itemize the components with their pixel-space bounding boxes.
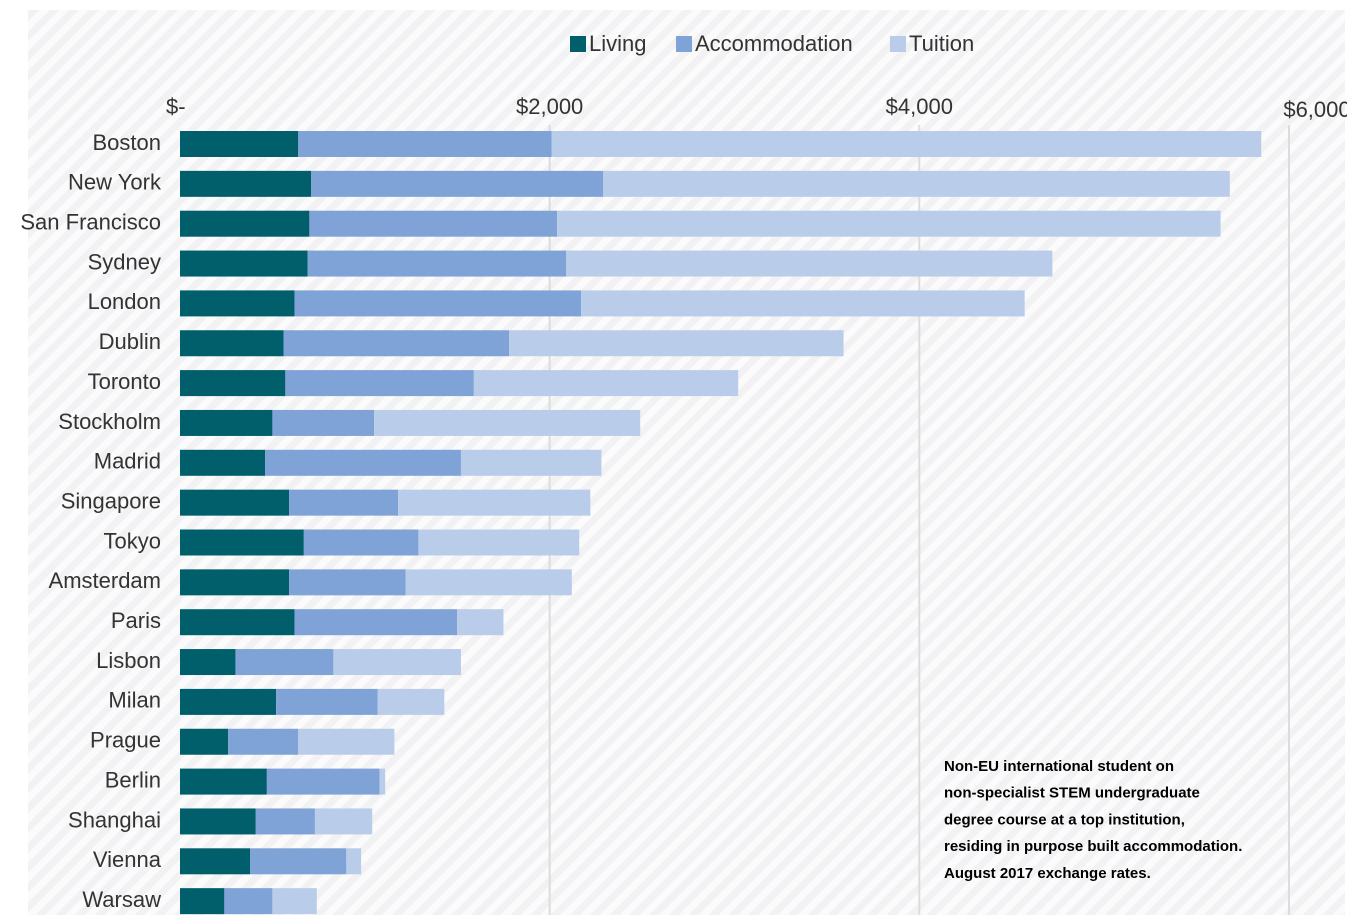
bar-segment (309, 210, 558, 237)
category-label: Singapore (61, 488, 161, 513)
bar-segment (180, 529, 304, 556)
bar-segment (314, 808, 373, 835)
bar-segment (228, 728, 299, 755)
x-tick-label: $- (166, 94, 186, 119)
bar-segment (289, 489, 399, 516)
category-label: Madrid (94, 449, 161, 474)
bar-segment (294, 609, 458, 636)
bar-segment (307, 250, 567, 277)
annotation: Non-EU international student on (944, 758, 1174, 775)
category-label: Stockholm (58, 409, 161, 434)
legend-swatch (570, 36, 586, 52)
bar-segment (272, 409, 375, 436)
bar-segment (266, 768, 380, 795)
bar-segment (398, 489, 591, 516)
category-label: London (88, 289, 161, 314)
x-tick-label: $4,000 (886, 94, 953, 119)
x-tick-label: $2,000 (516, 94, 583, 119)
bar-segment (374, 409, 641, 436)
bar-segment (180, 449, 266, 476)
legend-swatch (890, 36, 906, 52)
category-label: Amsterdam (49, 568, 161, 593)
bar-segment (311, 170, 604, 197)
category-label: Warsaw (82, 887, 161, 912)
category-label: Dublin (99, 329, 161, 354)
bar-segment (224, 888, 273, 915)
bar-segment (180, 250, 308, 277)
bar-segment (283, 330, 509, 357)
legend-label: Living (589, 31, 646, 56)
category-label: Shanghai (68, 807, 161, 832)
bar-segment (180, 489, 290, 516)
legend-label: Tuition (909, 31, 974, 56)
bar-segment (566, 250, 1053, 277)
bar-segment (298, 728, 395, 755)
bar-segment (180, 888, 225, 915)
bar-segment (180, 688, 277, 715)
bar-segment (276, 688, 378, 715)
bar-segment (289, 569, 406, 596)
annotation: degree course at a top institution, (944, 811, 1185, 828)
bar-segment (418, 529, 580, 556)
bar-segment (508, 330, 844, 357)
x-tick-label: $6,000 (1283, 97, 1347, 122)
bar-segment (180, 649, 236, 676)
legend-label: Accommodation (695, 31, 853, 56)
bar-segment (265, 449, 461, 476)
bar-segment (180, 290, 295, 317)
annotation: non-specialist STEM undergraduate (944, 785, 1200, 802)
bar-segment (250, 848, 347, 875)
bar-segment (377, 688, 445, 715)
legend-swatch (676, 36, 692, 52)
bar-segment (180, 609, 295, 636)
category-label: San Francisco (20, 210, 161, 235)
bar-segment (180, 569, 290, 596)
bar-segment (457, 609, 504, 636)
bar-segment (294, 290, 582, 317)
bar-segment (180, 409, 273, 436)
category-label: Milan (108, 688, 161, 713)
bar-segment (180, 370, 286, 397)
category-label: Toronto (88, 369, 161, 394)
category-label: Berlin (105, 767, 161, 792)
bar-segment (405, 569, 572, 596)
bar-segment (346, 848, 362, 875)
bar-segment (235, 649, 334, 676)
bar-segment (180, 330, 284, 357)
annotation: August 2017 exchange rates. (944, 865, 1151, 882)
bar-segment (379, 768, 386, 795)
bar-segment (272, 888, 317, 915)
category-label: Sydney (88, 249, 161, 274)
bar-segment (557, 210, 1221, 237)
bar-segment (333, 649, 461, 676)
bar-segment (180, 728, 229, 755)
bar-segment (180, 848, 251, 875)
bar-segment (581, 290, 1025, 317)
bar-segment (460, 449, 602, 476)
bar-segment (180, 170, 312, 197)
bar-segment (255, 808, 315, 835)
bar-segment (180, 210, 310, 237)
category-label: Boston (93, 130, 162, 155)
category-label: Tokyo (104, 528, 161, 553)
annotation: residing in purpose built accommodation. (944, 838, 1242, 855)
category-label: Vienna (93, 847, 162, 872)
bar-segment (473, 370, 739, 397)
category-label: Prague (90, 728, 161, 753)
bar-segment (180, 808, 256, 835)
category-label: New York (68, 170, 162, 195)
bar-segment (603, 170, 1230, 197)
bar-segment (303, 529, 419, 556)
bar-segment (551, 131, 1262, 157)
category-label: Paris (111, 608, 161, 633)
category-label: Lisbon (96, 648, 161, 673)
bar-segment (298, 131, 552, 157)
bar-segment (180, 131, 299, 157)
bar-segment (180, 768, 267, 795)
bar-segment (285, 370, 474, 397)
